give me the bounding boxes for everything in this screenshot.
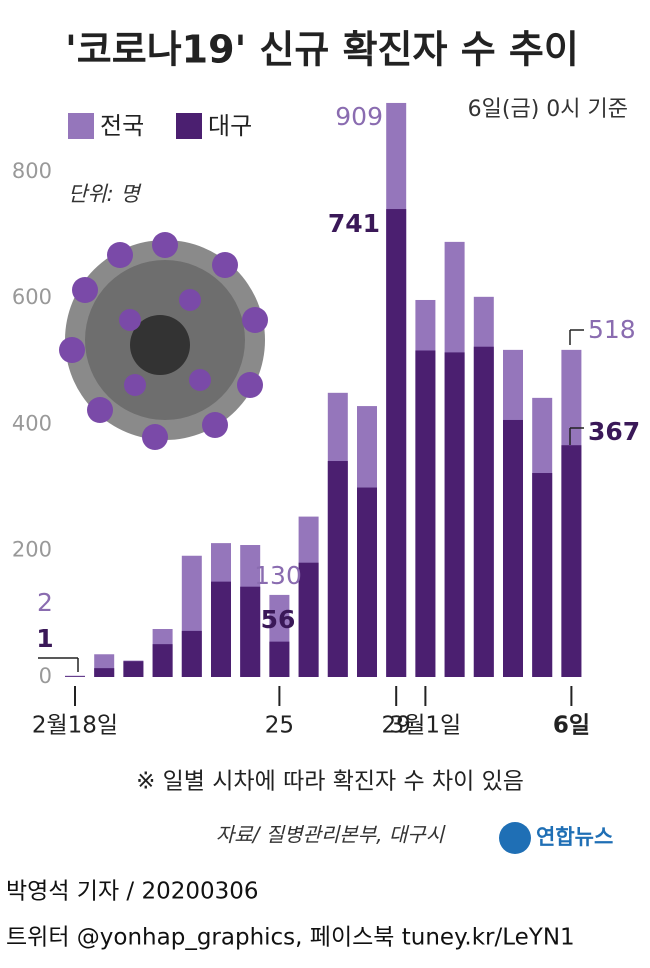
- bar: [211, 581, 231, 677]
- x-tick-label: 29: [382, 713, 411, 739]
- source: 자료/ 질병관리본부, 대구시: [216, 823, 446, 847]
- y-tick-label: 0: [39, 664, 52, 688]
- social: 트위터 @yonhap_graphics, 페이스북 tuney.kr/LeYN…: [6, 925, 575, 951]
- byline: 박영석 기자 / 20200306: [6, 879, 259, 905]
- value-label: 518: [588, 315, 636, 344]
- bar: [94, 668, 115, 677]
- value-label: 367: [588, 417, 640, 446]
- bar: [532, 473, 553, 677]
- legend-label: 대구: [208, 112, 252, 140]
- value-label: 909: [335, 102, 383, 131]
- logo: 연합뉴스: [536, 825, 613, 849]
- bar: [357, 487, 377, 677]
- y-tick-label: 200: [12, 538, 52, 562]
- legend-swatch: [68, 113, 94, 139]
- x-tick-label: 3월1일: [390, 713, 462, 739]
- y-tick-label: 600: [12, 285, 52, 309]
- note: ※ 일별 시차에 따라 확진자 수 차이 있음: [136, 769, 524, 795]
- bar: [181, 630, 202, 677]
- value-label: 130: [254, 561, 302, 590]
- bar: [152, 644, 173, 677]
- bar: [561, 445, 582, 677]
- value-label: 741: [328, 209, 380, 238]
- subtitle: 6일(금) 0시 기준: [468, 97, 628, 122]
- unit-note: 단위: 명: [68, 182, 142, 206]
- bar: [240, 586, 261, 677]
- bar: [269, 641, 290, 677]
- y-tick-label: 400: [12, 411, 52, 435]
- bar: [298, 562, 319, 677]
- virus-illustration: [59, 232, 268, 450]
- bar: [386, 209, 407, 677]
- value-label: 2: [37, 588, 53, 617]
- bar: [503, 419, 523, 677]
- legend-label: 전국: [100, 112, 144, 140]
- value-label: 1: [36, 624, 53, 653]
- x-tick-label: 2월18일: [32, 713, 118, 739]
- value-label: 56: [261, 605, 296, 634]
- bar: [327, 461, 348, 677]
- logo-icon: [499, 822, 531, 854]
- y-tick-label: 800: [12, 159, 52, 183]
- x-tick-label: 6일: [553, 713, 590, 739]
- x-tick-label: 25: [265, 713, 294, 739]
- chart-title: '코로나19' 신규 확진자 수 추이: [65, 28, 579, 72]
- bar: [123, 661, 144, 677]
- legend-swatch: [176, 113, 202, 139]
- bar: [65, 676, 85, 677]
- bar: [444, 352, 465, 677]
- bar: [473, 346, 494, 677]
- bar: [415, 350, 436, 677]
